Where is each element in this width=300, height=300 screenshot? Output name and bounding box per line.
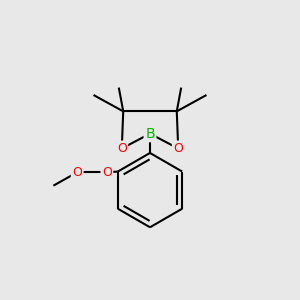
Text: O: O [72, 166, 82, 179]
Text: O: O [117, 142, 127, 155]
Text: O: O [173, 142, 183, 155]
Text: B: B [145, 127, 155, 141]
Text: O: O [102, 166, 112, 179]
